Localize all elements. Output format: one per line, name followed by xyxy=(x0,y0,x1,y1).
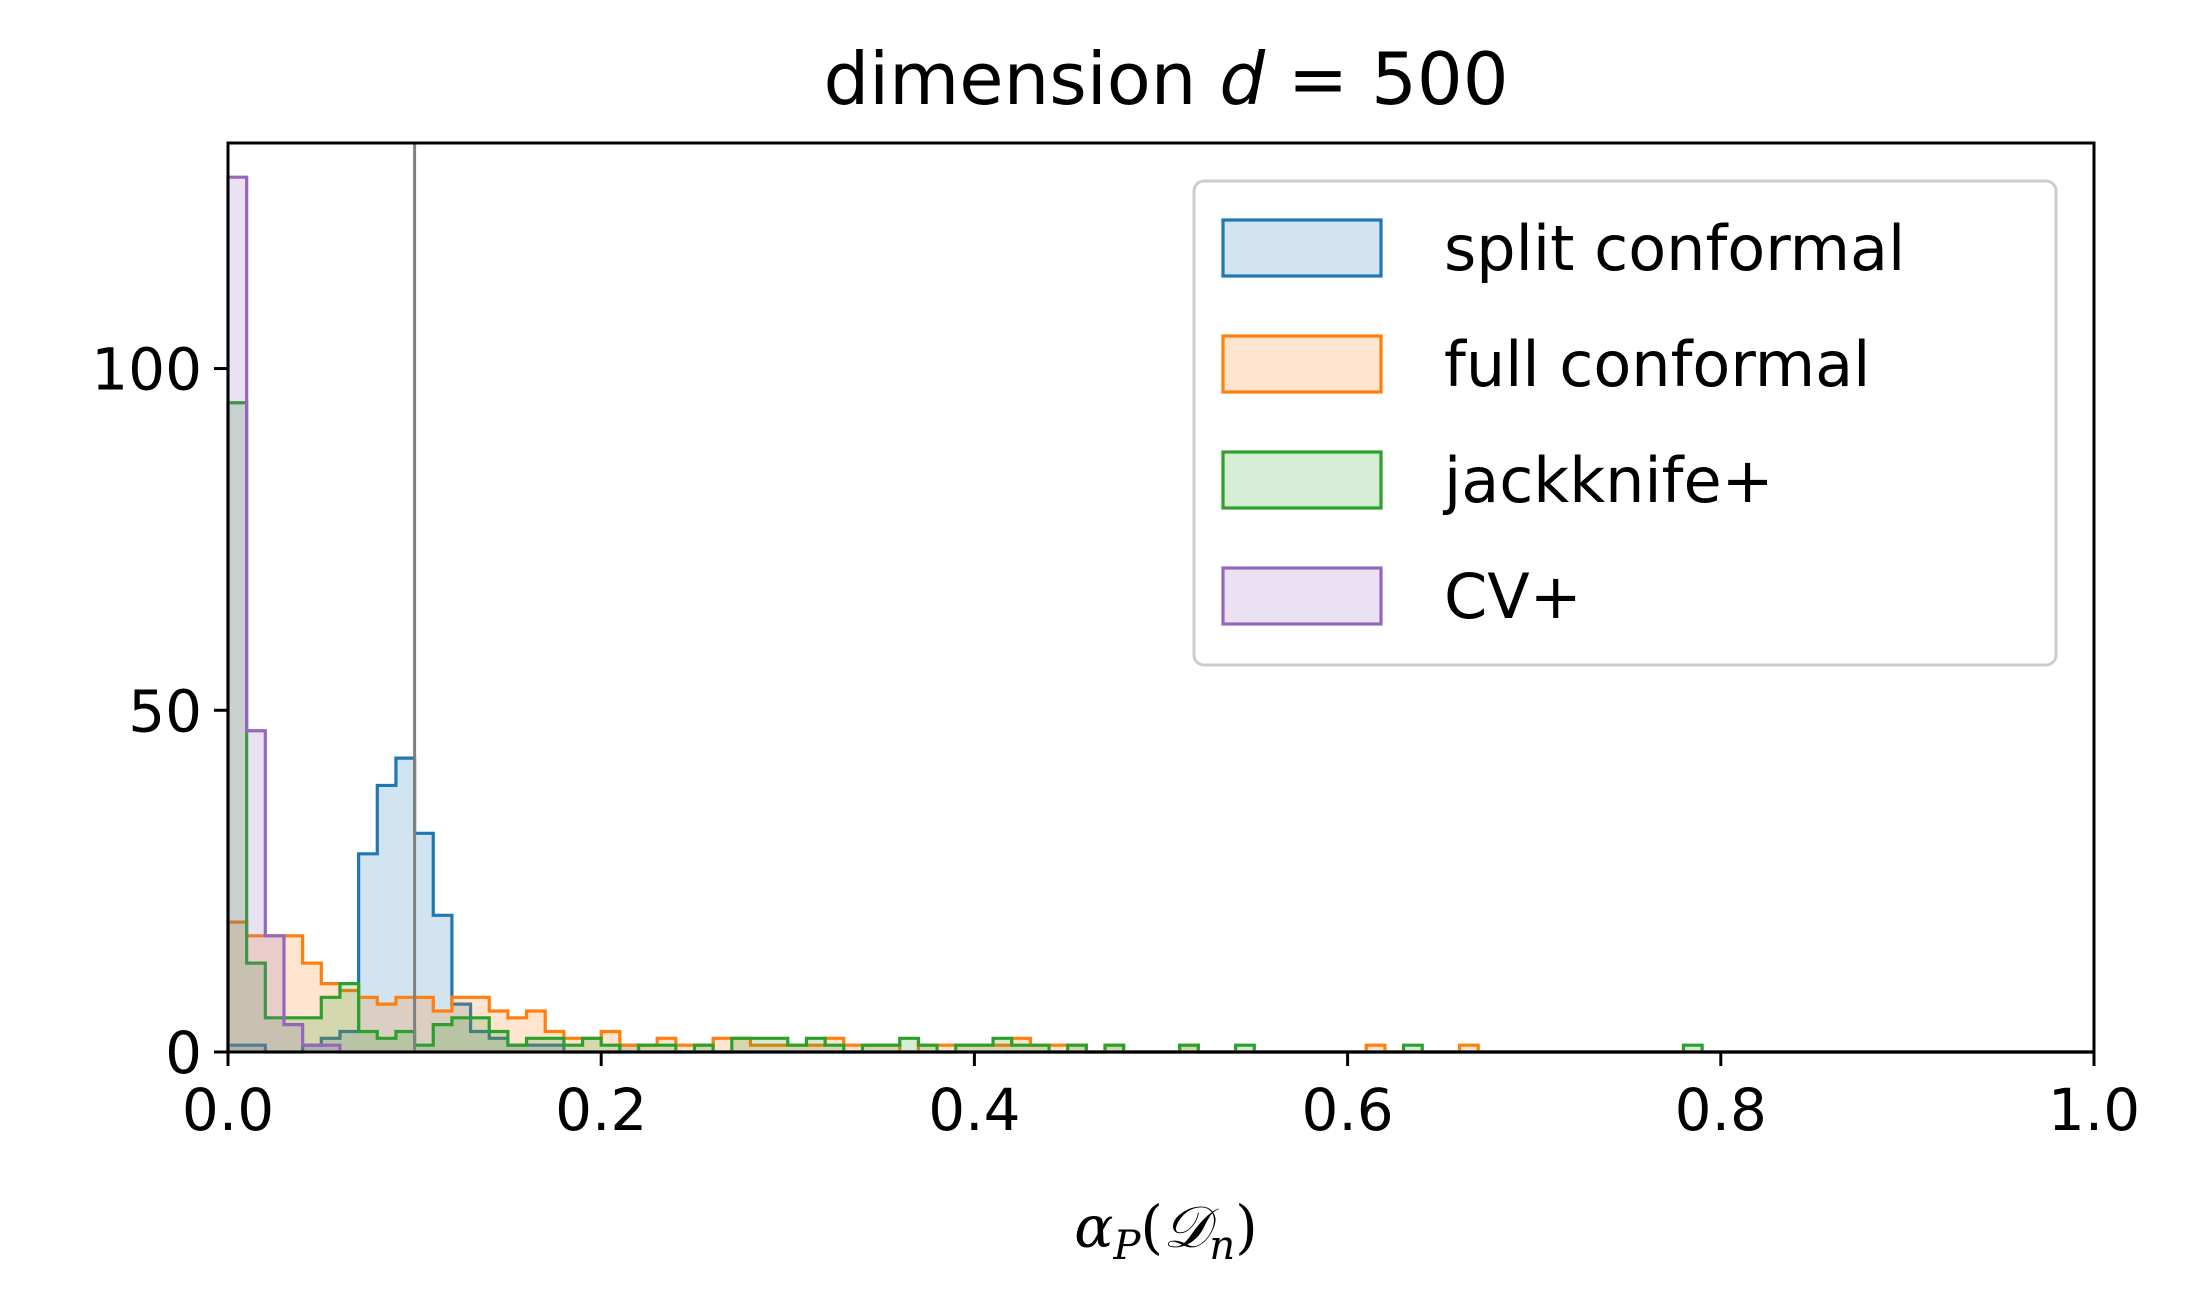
y-tick-label: 0 xyxy=(165,1019,202,1087)
legend-item: full conformal xyxy=(1221,328,1870,401)
y-tick-label: 100 xyxy=(91,336,202,404)
legend-label: CV+ xyxy=(1444,560,1582,633)
legend-label: split conformal xyxy=(1444,212,1905,285)
legend-item: CV+ xyxy=(1221,560,1582,633)
y-tick-label: 50 xyxy=(128,677,202,745)
plot-area-frame xyxy=(226,141,2096,1054)
legend-label: jackknife+ xyxy=(1442,444,1774,517)
legend-item: split conformal xyxy=(1221,212,1905,285)
legend-label: full conformal xyxy=(1444,328,1870,401)
legend-box xyxy=(1192,179,2058,667)
x-tick-label: 0.4 xyxy=(928,1076,1020,1144)
x-tick-label: 0.2 xyxy=(555,1076,647,1144)
chart-title: dimension d = 500 xyxy=(823,37,1508,121)
legend-swatch xyxy=(1221,218,1383,278)
legend-swatch xyxy=(1221,334,1383,394)
y-axis: 0 50 100 xyxy=(91,336,228,1087)
legend-item: jackknife+ xyxy=(1221,444,1774,517)
legend-swatch xyxy=(1221,450,1383,510)
x-axis: 0.0 0.2 0.4 0.6 0.8 1.0 xyxy=(182,1052,2140,1144)
x-tick-label: 1.0 xyxy=(2048,1076,2140,1144)
legend-swatch xyxy=(1221,566,1383,626)
x-tick-label: 0.6 xyxy=(1301,1076,1393,1144)
legend: split conformal full conformal jackknife+ C… xyxy=(1192,179,2058,667)
x-tick-label: 0.0 xyxy=(182,1076,274,1144)
x-tick-label: 0.8 xyxy=(1675,1076,1767,1144)
